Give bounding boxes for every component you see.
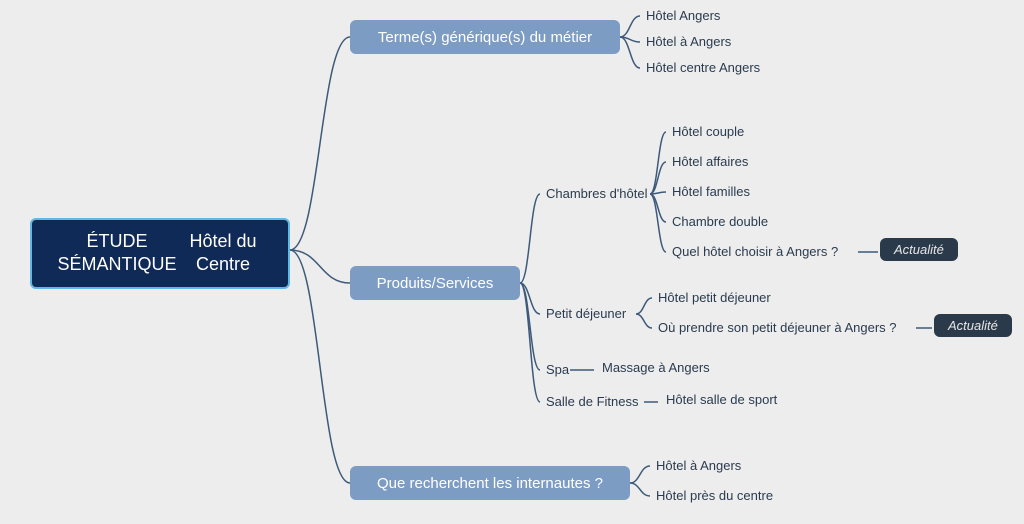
leaf-chambres-4: Quel hôtel choisir à Angers ?	[666, 242, 844, 261]
sub-spa: Spa	[540, 360, 575, 379]
leaf-fitness-0: Hôtel salle de sport	[660, 390, 783, 409]
leaf-pdj-1: Où prendre son petit déjeuner à Angers ?	[652, 318, 903, 337]
branch-generic: Terme(s) générique(s) du métier	[350, 20, 620, 54]
leaf-generic-0: Hôtel Angers	[640, 6, 726, 25]
leaf-spa-0: Massage à Angers	[596, 358, 716, 377]
leaf-chambres-1: Hôtel affaires	[666, 152, 754, 171]
leaf-search-1: Hôtel près du centre	[650, 486, 779, 505]
root-node: ÉTUDE SÉMANTIQUEHôtel du Centre	[30, 218, 290, 289]
leaf-pdj-0: Hôtel petit déjeuner	[652, 288, 777, 307]
sub-fitness: Salle de Fitness	[540, 392, 645, 411]
tag-pdj-1: Actualité	[934, 314, 1012, 337]
branch-products: Produits/Services	[350, 266, 520, 300]
sub-pdj: Petit déjeuner	[540, 304, 632, 323]
leaf-search-0: Hôtel à Angers	[650, 456, 747, 475]
tag-chambres-4: Actualité	[880, 238, 958, 261]
leaf-chambres-2: Hôtel familles	[666, 182, 756, 201]
leaf-generic-2: Hôtel centre Angers	[640, 58, 766, 77]
leaf-chambres-0: Hôtel couple	[666, 122, 750, 141]
branch-search: Que recherchent les internautes ?	[350, 466, 630, 500]
sub-chambres: Chambres d'hôtel	[540, 184, 653, 203]
leaf-generic-1: Hôtel à Angers	[640, 32, 737, 51]
root-line2: Hôtel du Centre	[180, 230, 266, 277]
leaf-chambres-3: Chambre double	[666, 212, 774, 231]
root-line1: ÉTUDE SÉMANTIQUE	[54, 230, 180, 277]
